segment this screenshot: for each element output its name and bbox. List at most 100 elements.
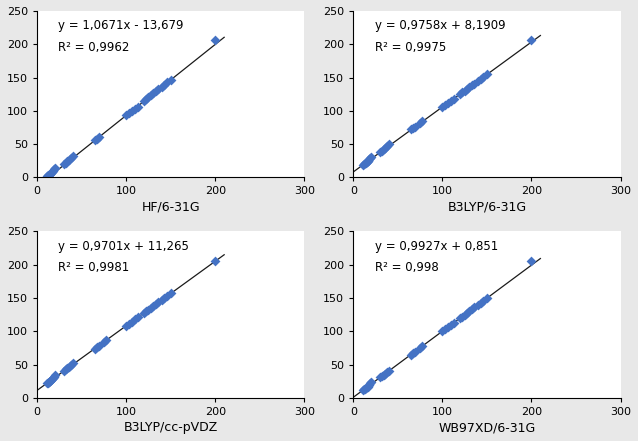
Point xyxy=(157,83,167,90)
Point xyxy=(45,171,56,178)
Point xyxy=(49,373,59,380)
Point xyxy=(93,134,103,141)
Point xyxy=(384,367,394,374)
Point xyxy=(144,94,154,101)
Point xyxy=(449,95,459,102)
Point xyxy=(101,336,111,344)
Point xyxy=(482,295,492,302)
Point xyxy=(443,100,453,107)
Point xyxy=(121,322,131,329)
X-axis label: B3LYP/cc-pVDZ: B3LYP/cc-pVDZ xyxy=(124,421,218,434)
Point xyxy=(99,338,109,345)
Point xyxy=(376,372,387,379)
Point xyxy=(362,158,373,165)
Point xyxy=(166,76,176,83)
Point xyxy=(121,112,131,119)
Point xyxy=(63,364,73,371)
Point xyxy=(437,103,447,110)
Point xyxy=(463,85,473,92)
Point xyxy=(59,161,69,168)
Point xyxy=(92,344,102,351)
Point xyxy=(440,101,450,108)
X-axis label: WB97XD/6-31G: WB97XD/6-31G xyxy=(438,421,535,434)
Point xyxy=(93,342,103,349)
Point xyxy=(146,304,156,311)
Point xyxy=(124,321,134,328)
Point xyxy=(410,348,420,355)
Point xyxy=(382,368,392,375)
Point xyxy=(157,296,167,303)
Point xyxy=(470,80,480,87)
Point xyxy=(382,142,392,149)
Point xyxy=(443,324,453,331)
Point xyxy=(61,366,71,373)
Point xyxy=(48,374,58,381)
Point xyxy=(473,301,483,308)
Point xyxy=(375,374,385,381)
Point xyxy=(140,308,151,315)
Point xyxy=(358,386,368,393)
Point xyxy=(153,86,163,93)
Point xyxy=(470,304,480,311)
Point xyxy=(384,141,394,148)
Point xyxy=(364,157,374,164)
Point xyxy=(380,145,390,152)
Point xyxy=(162,78,172,86)
Point xyxy=(378,372,389,379)
Point xyxy=(482,71,492,78)
Point xyxy=(124,110,134,117)
Point xyxy=(130,316,140,323)
Point xyxy=(148,90,158,97)
Point xyxy=(46,169,56,176)
Point xyxy=(92,135,102,142)
Point xyxy=(43,378,54,385)
Point xyxy=(526,258,537,265)
Point xyxy=(362,384,372,391)
Point xyxy=(366,378,376,385)
Point xyxy=(151,300,161,307)
Text: R² = 0,998: R² = 0,998 xyxy=(375,262,438,274)
Point xyxy=(364,382,374,389)
X-axis label: B3LYP/6-31G: B3LYP/6-31G xyxy=(447,201,526,213)
Point xyxy=(437,328,447,335)
Point xyxy=(358,161,368,168)
Point xyxy=(463,309,473,316)
Point xyxy=(140,95,151,102)
Point xyxy=(365,380,375,387)
Text: y = 0,9927x + 0,851: y = 0,9927x + 0,851 xyxy=(375,240,498,253)
Point xyxy=(455,90,465,97)
X-axis label: HF/6-31G: HF/6-31G xyxy=(142,201,200,213)
Point xyxy=(464,307,474,314)
Point xyxy=(64,157,74,164)
Point xyxy=(45,377,55,385)
Text: R² = 0,9981: R² = 0,9981 xyxy=(59,262,130,274)
Point xyxy=(66,361,76,368)
Point xyxy=(457,313,467,320)
Point xyxy=(133,104,143,111)
Point xyxy=(455,314,465,321)
Point xyxy=(457,89,467,96)
Point xyxy=(360,385,371,392)
Point xyxy=(151,88,161,95)
Point xyxy=(144,306,154,314)
Point xyxy=(90,345,100,352)
Point xyxy=(47,376,57,383)
Point xyxy=(50,164,60,172)
Point xyxy=(376,147,387,154)
Point xyxy=(408,124,418,131)
Point xyxy=(43,171,54,178)
Point xyxy=(417,342,427,349)
Point xyxy=(526,36,537,43)
Point xyxy=(46,376,56,383)
Point xyxy=(139,310,149,317)
Point xyxy=(475,75,486,82)
Point xyxy=(408,350,418,357)
Point xyxy=(406,351,417,358)
Point xyxy=(417,118,427,125)
Text: R² = 0,9975: R² = 0,9975 xyxy=(375,41,446,54)
Point xyxy=(365,154,375,161)
Point xyxy=(478,73,489,80)
Point xyxy=(378,146,389,153)
Point xyxy=(364,381,375,388)
Point xyxy=(406,126,417,133)
